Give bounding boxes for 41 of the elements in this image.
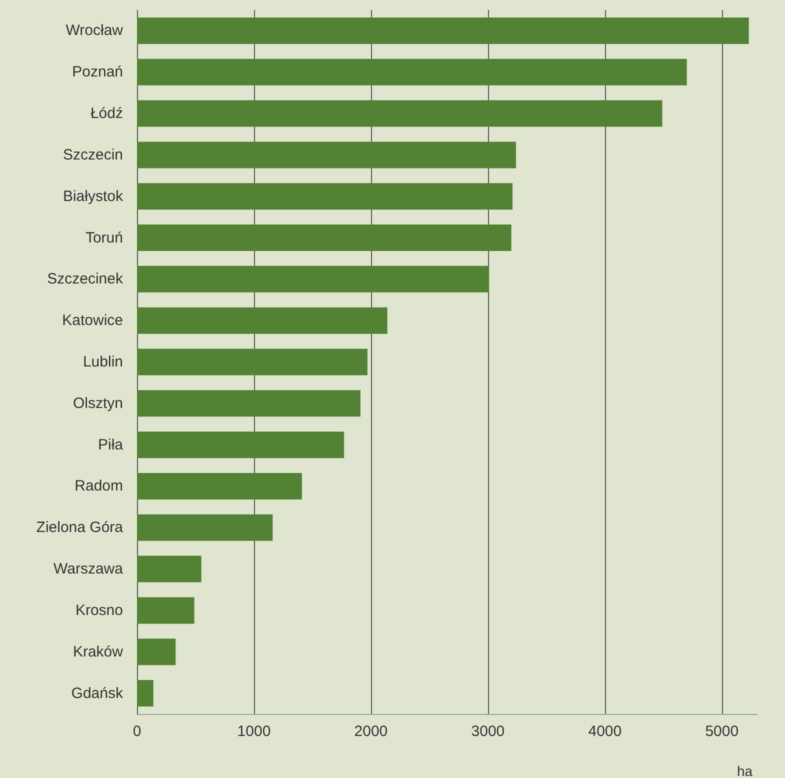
x-tick-label: 1000: [237, 723, 271, 740]
bar: [137, 680, 154, 707]
bar: [137, 100, 662, 127]
y-tick-label: Toruń: [85, 229, 123, 246]
y-tick-label: Szczecin: [62, 146, 123, 164]
y-tick-label: Zielona Góra: [36, 519, 124, 536]
bar: [137, 224, 512, 252]
y-tick-label: Katowice: [62, 312, 123, 330]
y-tick-label: Szczecinek: [47, 270, 124, 288]
bar: [137, 17, 749, 44]
bar: [137, 514, 273, 541]
bar: [137, 597, 194, 624]
x-tick-label: 4000: [588, 723, 622, 740]
x-tick-label: 3000: [471, 723, 505, 740]
bar: [137, 183, 513, 210]
y-tick-label: Piła: [98, 436, 124, 454]
y-tick-label: Wrocław: [66, 22, 124, 40]
bar: [137, 390, 360, 417]
y-tick-label: Radom: [74, 478, 123, 495]
bar: [137, 142, 516, 168]
bar: [137, 348, 368, 376]
y-tick-label: Warszawa: [54, 560, 124, 578]
bar: [137, 638, 176, 666]
bar: [137, 472, 302, 500]
x-axis-title: ha: [737, 763, 753, 778]
bar: [137, 432, 344, 458]
x-tick-label: 0: [132, 723, 142, 740]
y-tick-label: Gdańsk: [71, 684, 124, 702]
y-tick-label: Łódź: [90, 105, 123, 122]
bar: [137, 556, 202, 582]
y-tick-label: Krosno: [75, 602, 123, 619]
bar: [137, 58, 687, 86]
y-tick-label: Olsztyn: [72, 394, 123, 412]
y-tick-label: Białystok: [62, 188, 124, 205]
y-tick-label: Lublin: [82, 354, 123, 370]
bar: [137, 307, 388, 334]
y-tick-label: Kraków: [72, 643, 124, 660]
y-tick-label: Poznań: [72, 64, 123, 81]
x-tick-label: 2000: [354, 723, 388, 740]
x-tick-label: 5000: [705, 723, 739, 740]
bar: [137, 266, 490, 292]
